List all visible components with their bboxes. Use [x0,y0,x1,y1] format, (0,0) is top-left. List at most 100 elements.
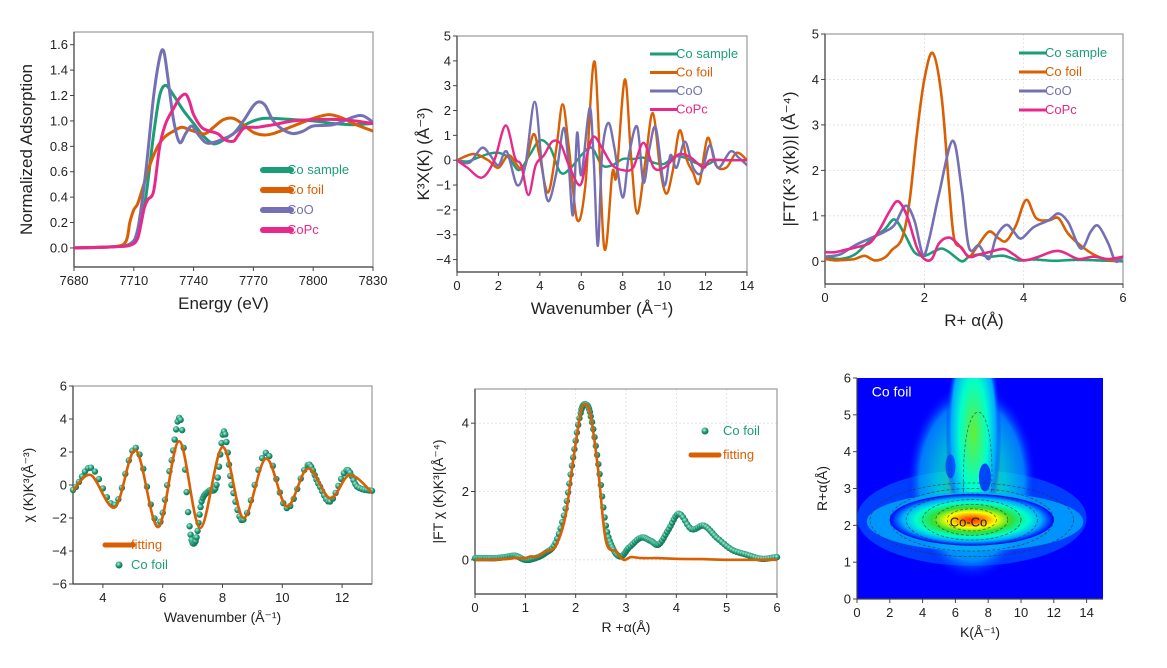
x-tick-label: 7710 [119,273,148,288]
x-tick-label: 4 [1020,290,1027,305]
data-point-co-foil [87,464,95,471]
data-point-co-foil [95,475,103,483]
y-axis-label: |FT(K³ χ(k))| (Å⁻⁴) [780,91,799,226]
data-point-co-foil [196,511,203,518]
legend-label-co-sample: Co sample [1045,45,1107,60]
y-tick-label: −2 [52,511,67,526]
x-tick-label: 4 [673,600,680,615]
x-tick-label: 4 [919,605,926,620]
x-tick-label: 7800 [299,273,328,288]
y-tick-label: 0 [462,552,469,567]
y-tick-label: 2 [844,518,851,533]
y-tick-label: 1 [844,555,851,570]
x-tick-label: 4 [536,278,543,293]
legend-marker [115,561,123,569]
x-tick-label: 12 [698,278,712,293]
x-tick-label: 0 [821,290,828,305]
y-tick-label: 1.6 [50,37,68,52]
series-line-copc [825,199,1123,263]
y-tick-label: 0 [844,592,851,607]
x-axis-label: R +α(Å) [602,619,651,635]
legend-label-co-sample: Co sample [287,162,349,177]
data-point-co-foil [171,436,178,443]
data-point-co-foil [215,463,223,470]
y-tick-label: 2 [462,484,469,499]
x-tick-label: 2 [921,290,928,305]
y-tick-label: 0.4 [50,190,68,205]
contour-line [963,411,993,493]
legend-label-coo: CoO [287,202,314,217]
heatmap-hole [978,463,991,492]
data-point-co-foil [178,426,186,434]
y-tick-label: −6 [52,577,67,592]
data-point-co-foil [186,523,193,530]
x-axis-label: Wavenumber (Å⁻¹) [164,609,281,625]
legend-label-co-foil: Co foil [676,65,713,80]
x-axis-label: Wavenumber (Å⁻¹) [531,299,673,318]
y-axis-label: K³X(K) (Å⁻³) [414,107,433,200]
legend-label-co-foil: Co foil [723,423,760,438]
legend-label-fitting: fitting [723,447,754,462]
series-line-co-foil [74,113,373,250]
x-tick-label: 5 [723,600,730,615]
data-point-co-foil [222,431,229,438]
y-tick-label: 4 [844,444,851,459]
series-line-coo [74,48,373,250]
data-point-co-foil [218,439,225,447]
y-tick-label: −3 [436,227,451,242]
data-point-co-foil [183,488,190,496]
legend-label-co-foil: Co foil [287,182,324,197]
series-line-fitting [475,402,777,562]
plot-frame [73,31,374,268]
y-tick-label: 0.0 [50,240,68,255]
x-tick-label: 10 [657,278,671,293]
legend-marker [701,427,709,435]
data-point-co-foil [177,416,184,424]
legend-label-copc: CoPc [1045,102,1077,117]
x-tick-label: 2 [572,600,579,615]
legend-label-fitting: fitting [131,537,162,552]
y-axis-label: |FT χ (K)K³|(Å⁻⁴) [430,440,446,544]
y-tick-label: 0 [60,478,67,493]
x-tick-label: 2 [886,605,893,620]
y-tick-label: 3 [444,78,451,93]
y-tick-label: 0.2 [50,215,68,230]
y-axis-label: Normalized Adsorption [17,64,36,235]
y-tick-label: −4 [52,544,67,559]
chart-rfit: 0 1 2 3 4 5 6 0 2 4 R +α(Å) |FT χ (K)K³|(Å⁻⁴) Co foi… [430,388,781,635]
x-tick-label: 6 [1119,290,1126,305]
y-tick-label: 3 [844,481,851,496]
legend-label-coo: CoO [1045,83,1072,98]
data-point-co-foil [197,503,204,511]
y-tick-label: 4 [812,72,819,87]
x-tick-label: 7830 [359,273,388,288]
data-point-co-foil [184,508,192,516]
series-line-co-foil [825,51,1123,262]
x-tick-label: 2 [495,278,502,293]
series-line-fitting [73,439,372,530]
y-tick-label: −4 [436,252,451,267]
x-tick-label: 7740 [179,273,208,288]
x-tick-label: 7680 [60,273,89,288]
plot-frame [72,385,373,585]
y-tick-label: 2 [812,163,819,178]
data-point-co-foil [214,474,221,481]
x-tick-label: 1 [522,600,529,615]
chart-kfit: 4 6 8 10 12 −6 −4 −2 0 2 4 6 Wavenumber (Å⁻¹) χ (K)K³… [20,379,376,625]
y-tick-label: 4 [462,416,469,431]
heatmap-annotation: Co foil [872,383,912,399]
peak-label: Co-Co [950,515,988,530]
y-tick-label: 5 [844,407,851,422]
data-point-co-foil [172,426,180,433]
x-tick-label: 8 [619,278,626,293]
y-tick-label: 5 [812,27,819,42]
chart-ft: 0 2 4 6 0 1 2 3 4 5 R+ α(Å) |FT(K³ χ(k))| (Å⁻⁴) Co s… [780,27,1127,331]
contour-line [889,488,1055,552]
y-tick-label: 1.4 [50,63,68,78]
y-tick-label: 6 [60,379,67,394]
series-line-copc [457,124,747,197]
legend-label-copc: CoPc [676,102,708,117]
x-tick-label: 7770 [239,273,268,288]
